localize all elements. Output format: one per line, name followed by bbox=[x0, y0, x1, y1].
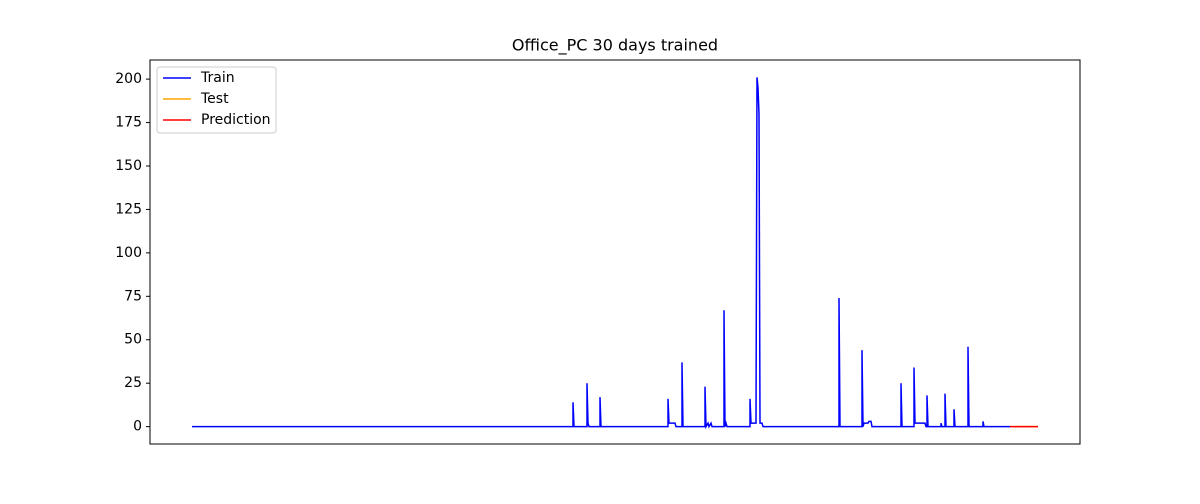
legend-label: Prediction bbox=[201, 112, 271, 128]
y-tick-label: 150 bbox=[115, 158, 142, 174]
series-line bbox=[192, 77, 1010, 430]
y-tick-label: 125 bbox=[115, 201, 142, 217]
y-tick-label: 75 bbox=[124, 288, 142, 304]
y-tick-label: 200 bbox=[115, 71, 142, 87]
y-tick-label: 0 bbox=[133, 419, 142, 435]
y-tick-label: 50 bbox=[124, 332, 142, 348]
legend-label: Train bbox=[200, 70, 235, 86]
legend-box bbox=[156, 66, 277, 134]
plot-frame bbox=[149, 59, 1081, 445]
y-tick-label: 175 bbox=[115, 115, 142, 131]
y-tick-label: 25 bbox=[124, 375, 142, 391]
y-tick-label: 100 bbox=[115, 245, 142, 261]
legend-label: Test bbox=[200, 91, 229, 107]
chart-title: Office_PC 30 days trained bbox=[512, 36, 718, 56]
